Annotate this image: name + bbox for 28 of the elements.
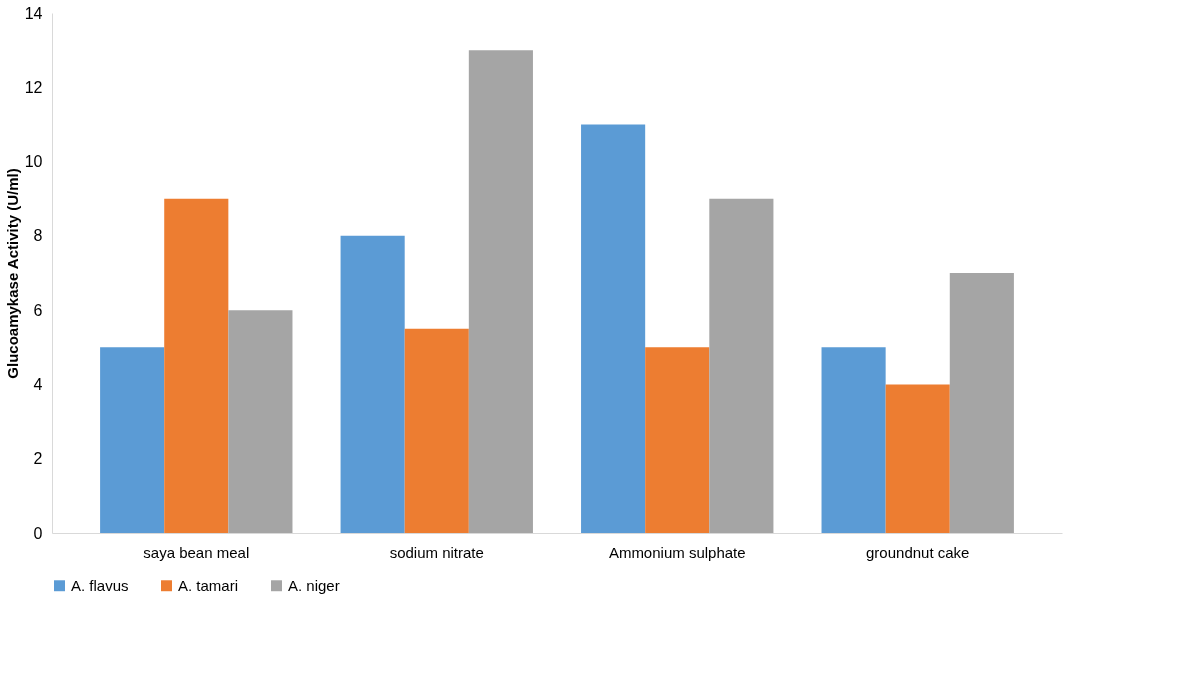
x-tick-label: groundnut cake: [866, 543, 970, 561]
x-tick-label: sodium nitrate: [389, 543, 484, 561]
bar: [645, 347, 710, 533]
x-tick-label: saya bean meal: [143, 543, 250, 561]
y-tick-label: 6: [33, 301, 43, 319]
legend-label: A. tamari: [178, 576, 239, 594]
y-tick-label: 14: [24, 4, 43, 22]
y-tick-label: 0: [33, 524, 43, 542]
y-tick-label: 12: [24, 78, 43, 96]
bar: [581, 124, 646, 533]
legend-label: A. flavus: [71, 576, 129, 594]
y-tick-label: 10: [24, 153, 43, 171]
y-tick-label: 8: [33, 227, 43, 245]
bar: [709, 198, 774, 533]
legend-label: A. niger: [288, 576, 340, 594]
y-axis-title: Glucoamykase Activity (U/ml): [3, 168, 21, 379]
bar: [404, 328, 469, 533]
bar: [949, 273, 1014, 533]
bar: [340, 235, 405, 533]
bar: [100, 347, 165, 533]
bar: [821, 347, 886, 533]
y-tick-label: 4: [33, 375, 43, 393]
bar: [885, 384, 950, 533]
y-tick-label: 2: [33, 450, 43, 468]
bar: [228, 310, 293, 533]
bar: [164, 198, 229, 533]
bar: [468, 50, 533, 533]
x-tick-label: Ammonium sulphate: [608, 543, 746, 561]
